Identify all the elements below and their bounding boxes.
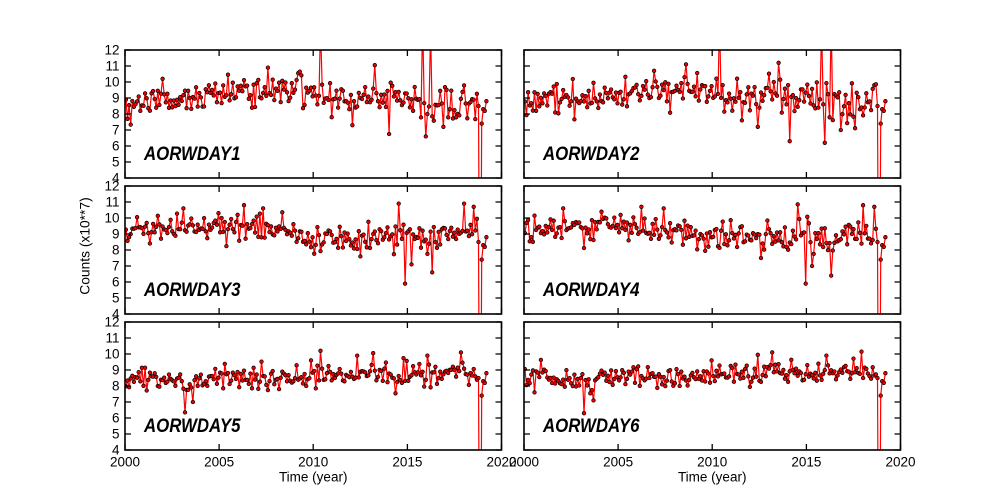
svg-text:9: 9 [112, 363, 120, 378]
svg-text:4: 4 [112, 443, 120, 458]
svg-text:9: 9 [112, 91, 120, 106]
svg-text:Counts (x10**7): Counts (x10**7) [78, 197, 93, 294]
svg-text:AORWDAY3: AORWDAY3 [143, 279, 240, 301]
svg-text:AORWDAY6: AORWDAY6 [542, 415, 639, 437]
svg-text:9: 9 [112, 227, 120, 242]
svg-text:11: 11 [105, 59, 119, 74]
svg-text:2020: 2020 [885, 455, 915, 470]
svg-text:8: 8 [112, 379, 120, 394]
svg-text:8: 8 [112, 243, 120, 258]
svg-text:12: 12 [104, 179, 119, 194]
svg-text:12: 12 [104, 43, 119, 58]
svg-text:2005: 2005 [603, 455, 633, 470]
svg-text:11: 11 [105, 195, 119, 210]
svg-text:10: 10 [104, 211, 119, 226]
svg-text:2020: 2020 [486, 455, 516, 470]
svg-text:5: 5 [112, 427, 120, 442]
svg-text:12: 12 [104, 315, 119, 330]
svg-text:AORWDAY1: AORWDAY1 [143, 143, 240, 165]
svg-text:11: 11 [105, 331, 119, 346]
svg-text:Time (year): Time (year) [678, 470, 747, 485]
svg-text:2010: 2010 [697, 455, 727, 470]
svg-text:10: 10 [104, 347, 119, 362]
svg-text:AORWDAY2: AORWDAY2 [542, 143, 639, 165]
svg-text:5: 5 [112, 291, 120, 306]
svg-text:2000: 2000 [110, 455, 140, 470]
svg-text:AORWDAY4: AORWDAY4 [542, 279, 639, 301]
svg-text:7: 7 [112, 123, 120, 138]
svg-text:6: 6 [112, 411, 120, 426]
svg-text:7: 7 [112, 259, 120, 274]
svg-text:10: 10 [104, 75, 119, 90]
svg-text:2015: 2015 [392, 455, 422, 470]
svg-text:4: 4 [112, 307, 120, 322]
svg-text:2010: 2010 [298, 455, 328, 470]
svg-text:2000: 2000 [509, 455, 539, 470]
svg-text:6: 6 [112, 275, 120, 290]
svg-text:AORWDAY5: AORWDAY5 [143, 415, 241, 437]
svg-text:7: 7 [112, 395, 120, 410]
svg-text:4: 4 [112, 171, 120, 186]
svg-text:2005: 2005 [204, 455, 234, 470]
svg-text:6: 6 [112, 139, 120, 154]
svg-text:8: 8 [112, 107, 120, 122]
svg-text:5: 5 [112, 155, 120, 170]
svg-text:Time (year): Time (year) [279, 470, 348, 485]
svg-text:2015: 2015 [791, 455, 821, 470]
